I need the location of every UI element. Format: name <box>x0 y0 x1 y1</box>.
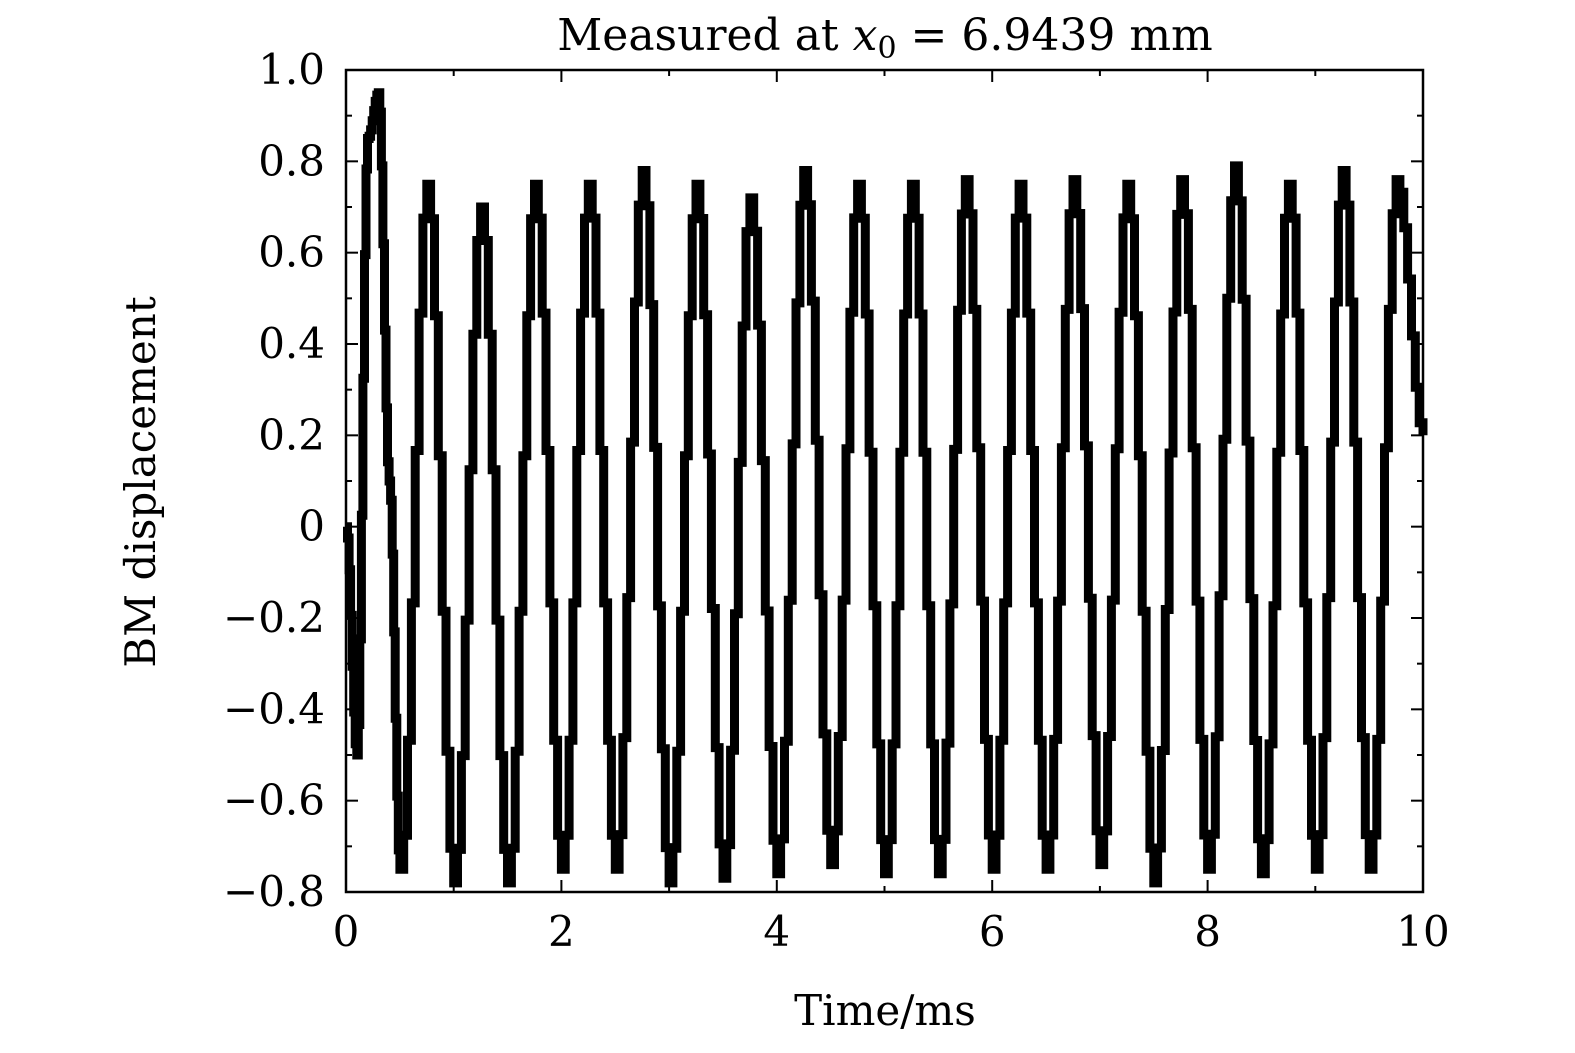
chart-title-prefix: Measured at <box>557 10 852 61</box>
x-tick-label: 4 <box>763 907 790 956</box>
series-line <box>343 88 1428 888</box>
chart-title-suffix: = 6.9439 mm <box>897 10 1213 61</box>
y-tick-label: 0.2 <box>258 410 325 459</box>
y-tick-label: 0.6 <box>258 228 325 277</box>
y-tick-label: 0.4 <box>258 319 325 368</box>
y-tick-label: 1.0 <box>258 45 325 94</box>
y-tick-label: −0.2 <box>223 593 325 642</box>
x-tick-label: 2 <box>548 907 575 956</box>
x-axis-label: Time/ms <box>794 986 976 1035</box>
x-tick-label: 8 <box>1194 907 1221 956</box>
y-axis-label: BM displacement <box>116 296 165 668</box>
chart-title: Measured at x0 = 6.9439 mm <box>557 10 1213 66</box>
y-tick-label: −0.8 <box>223 867 325 916</box>
series-layer <box>343 88 1428 888</box>
y-tick-label: −0.6 <box>223 776 325 825</box>
tick-labels-layer: 0 2 4 6 8 10 1.0 0.8 0.6 0.4 0.2 0 −0.2 −0.4 −0.6 −0.8 <box>223 45 1450 956</box>
chart-title-var: x <box>853 10 878 61</box>
chart-title-sub: 0 <box>877 31 896 66</box>
y-tick-label: 0.8 <box>258 136 325 185</box>
x-tick-label: 6 <box>979 907 1006 956</box>
x-tick-label: 0 <box>333 907 360 956</box>
y-tick-label: −0.4 <box>223 684 325 733</box>
ticks-layer <box>345 69 1424 893</box>
y-tick-label: 0 <box>298 502 325 551</box>
x-tick-label: 10 <box>1396 907 1449 956</box>
